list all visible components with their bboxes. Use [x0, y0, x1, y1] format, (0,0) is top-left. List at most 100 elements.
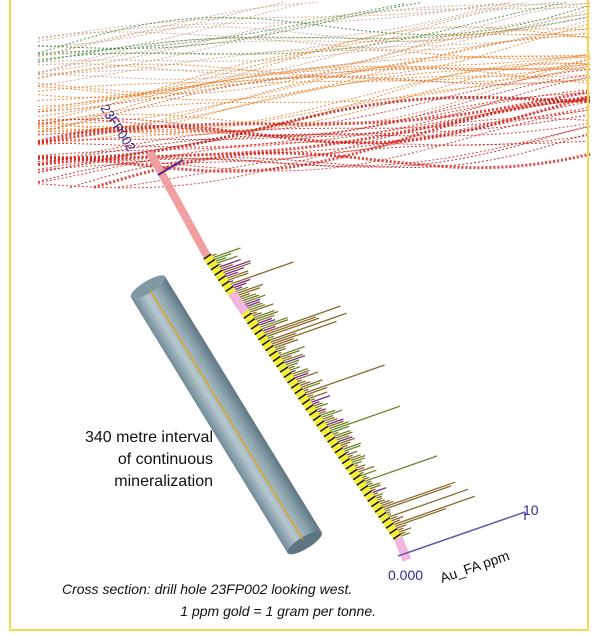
assay-bar	[274, 345, 286, 351]
assay-bar	[321, 414, 334, 421]
axis-min-label: 0.000	[388, 567, 423, 583]
assay-bar	[294, 371, 319, 381]
assay-bar	[256, 317, 273, 325]
assay-bar	[305, 386, 328, 396]
caption-line: 1 ppm gold = 1 gram per tonne.	[180, 603, 376, 619]
assay-bar	[271, 338, 294, 347]
assay-bar	[223, 267, 245, 276]
assay-bar	[280, 355, 292, 361]
assay-bar	[260, 319, 289, 330]
assay-bar	[338, 437, 356, 445]
assay-bar	[293, 372, 309, 379]
assay-bar	[320, 409, 343, 419]
stratum-line	[37, 27, 591, 92]
cylinder-core-line	[149, 290, 304, 540]
assay-bar	[319, 409, 336, 417]
assay-bar	[219, 264, 233, 270]
assay-bar	[224, 271, 239, 278]
assay-bar	[240, 293, 257, 300]
assay-bar	[251, 312, 262, 317]
assay-bar	[339, 441, 351, 447]
hole-gap	[228, 290, 249, 315]
assay-bar	[373, 493, 383, 498]
hole-pattern	[203, 253, 402, 541]
stratum-line	[37, 76, 591, 132]
stratum-line	[37, 2, 511, 40]
assay-bar	[378, 499, 390, 505]
assay-bar	[381, 481, 456, 509]
assay-bar	[285, 362, 299, 368]
stratum-line	[37, 12, 591, 78]
assay-bar	[326, 420, 344, 428]
assay-bar	[363, 455, 438, 483]
assay-bar	[397, 527, 412, 533]
assay-bar	[257, 319, 276, 327]
assay-bar	[325, 418, 344, 426]
assay-bar	[387, 488, 469, 518]
assay-bar	[252, 309, 275, 319]
stratum-line	[37, 49, 591, 122]
assay-bar	[268, 312, 347, 342]
assay-bar	[357, 465, 375, 473]
assay-bar	[368, 484, 381, 490]
stratum-line	[37, 33, 591, 107]
assay-bar	[382, 485, 452, 511]
assay-bar	[279, 349, 300, 359]
assay-bar	[262, 305, 341, 334]
assay-bar	[354, 464, 366, 470]
stratum-line	[37, 67, 591, 113]
assay-bar	[307, 391, 328, 400]
stratum-line	[37, 5, 591, 73]
assay-bar	[220, 260, 251, 272]
stratum-line	[37, 15, 591, 74]
stratum-line	[37, 2, 423, 50]
stratum-line	[37, 63, 591, 117]
stratum-line	[37, 19, 591, 75]
assay-bar	[270, 320, 337, 345]
assay-bar	[377, 499, 386, 503]
assay-bar	[237, 287, 261, 297]
assay-bar	[292, 369, 310, 377]
stratum-line	[37, 98, 591, 157]
assay-bar	[336, 436, 353, 443]
assay-bar	[390, 516, 404, 522]
assay-bar	[324, 418, 338, 424]
assay-bar	[214, 257, 227, 263]
assay-bar	[303, 364, 385, 394]
stratum-line	[37, 117, 591, 189]
assay-bar	[341, 442, 362, 451]
assay-bar	[348, 454, 361, 460]
assay-bar	[226, 270, 249, 280]
assay-bar	[312, 402, 323, 408]
assay-bar	[213, 252, 232, 261]
assay-bar	[395, 524, 407, 530]
assay-bar	[273, 338, 299, 349]
stratum-line	[37, 28, 591, 94]
assay-bar	[391, 519, 401, 524]
assay-bar	[297, 380, 306, 385]
assay-bar	[254, 310, 279, 321]
assay-bar	[255, 314, 275, 323]
value-axis	[397, 511, 526, 557]
annotation-line: mineralization	[114, 473, 213, 490]
assay-bar	[322, 416, 335, 423]
assay-bar	[311, 401, 320, 406]
assay-bar	[247, 303, 266, 312]
stratum-line	[37, 54, 591, 101]
stratum-line	[37, 2, 567, 61]
stratum-line	[37, 1, 287, 48]
assay-bar	[349, 454, 366, 462]
assay-bar	[284, 359, 300, 366]
assay-bar	[222, 262, 251, 274]
stratum-line	[37, 126, 591, 173]
cylinder-top	[130, 275, 166, 299]
stratum-line	[37, 90, 591, 145]
stratum-line	[37, 101, 591, 170]
assay-bar	[352, 460, 362, 466]
assay-bar	[283, 355, 306, 364]
assay-bar	[246, 302, 263, 310]
stratum-line	[37, 122, 591, 174]
assay-bar	[310, 395, 331, 404]
assay-bar	[299, 379, 323, 389]
